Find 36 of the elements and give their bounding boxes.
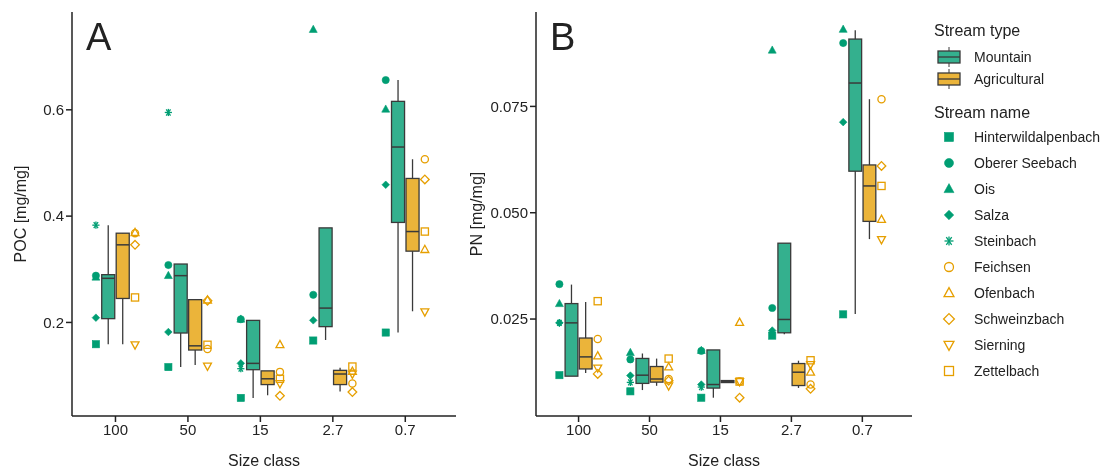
legend-label: Salza [974, 207, 1010, 223]
legend-label: Zettelbach [974, 363, 1040, 379]
x-tick-label: 15 [712, 420, 729, 438]
legend-label: Agricultural [974, 71, 1045, 87]
y-tick-label: 0.050 [490, 204, 528, 222]
legend-label: Hinterwildalpenbach [974, 129, 1101, 145]
legend-label: Schweinzbach [974, 311, 1065, 327]
legend-label: Feichsen [974, 259, 1031, 275]
y-axis-title: POC [mg/mg] [11, 165, 29, 263]
chart-title: A [86, 16, 112, 58]
legend-label: Ofenbach [974, 285, 1035, 301]
x-tick-label: 100 [566, 420, 592, 438]
x-tick-label: 100 [102, 420, 128, 438]
x-tick-label: 0.7 [394, 420, 416, 438]
x-tick-label: 2.7 [780, 420, 802, 438]
x-tick-label: 15 [252, 420, 269, 438]
y-tick-label: 0.025 [490, 310, 528, 328]
legend-label: Sierning [974, 337, 1026, 353]
y-axis-title: PN [mg/mg] [467, 171, 485, 257]
legend-label: Ois [974, 181, 995, 197]
text: Stream name [934, 104, 1031, 121]
legend-label: Oberer Seebach [974, 155, 1077, 171]
legend-label: Mountain [974, 49, 1032, 65]
x-tick-label: 0.7 [851, 420, 873, 438]
y-tick-label: 0.075 [490, 97, 528, 115]
y-tick-label: 0.2 [43, 313, 64, 331]
x-tick-label: 50 [179, 420, 197, 438]
x-axis-title: Size class [227, 452, 301, 469]
chart-title: B [550, 16, 576, 58]
y-tick-label: 0.6 [43, 101, 64, 119]
x-tick-label: 50 [641, 420, 658, 438]
x-axis-title: Size class [687, 452, 761, 469]
y-tick-label: 0.4 [43, 207, 64, 225]
legend-label: Steinbach [974, 233, 1037, 249]
text: Stream type [934, 22, 1021, 39]
x-tick-label: 2.7 [322, 420, 344, 438]
